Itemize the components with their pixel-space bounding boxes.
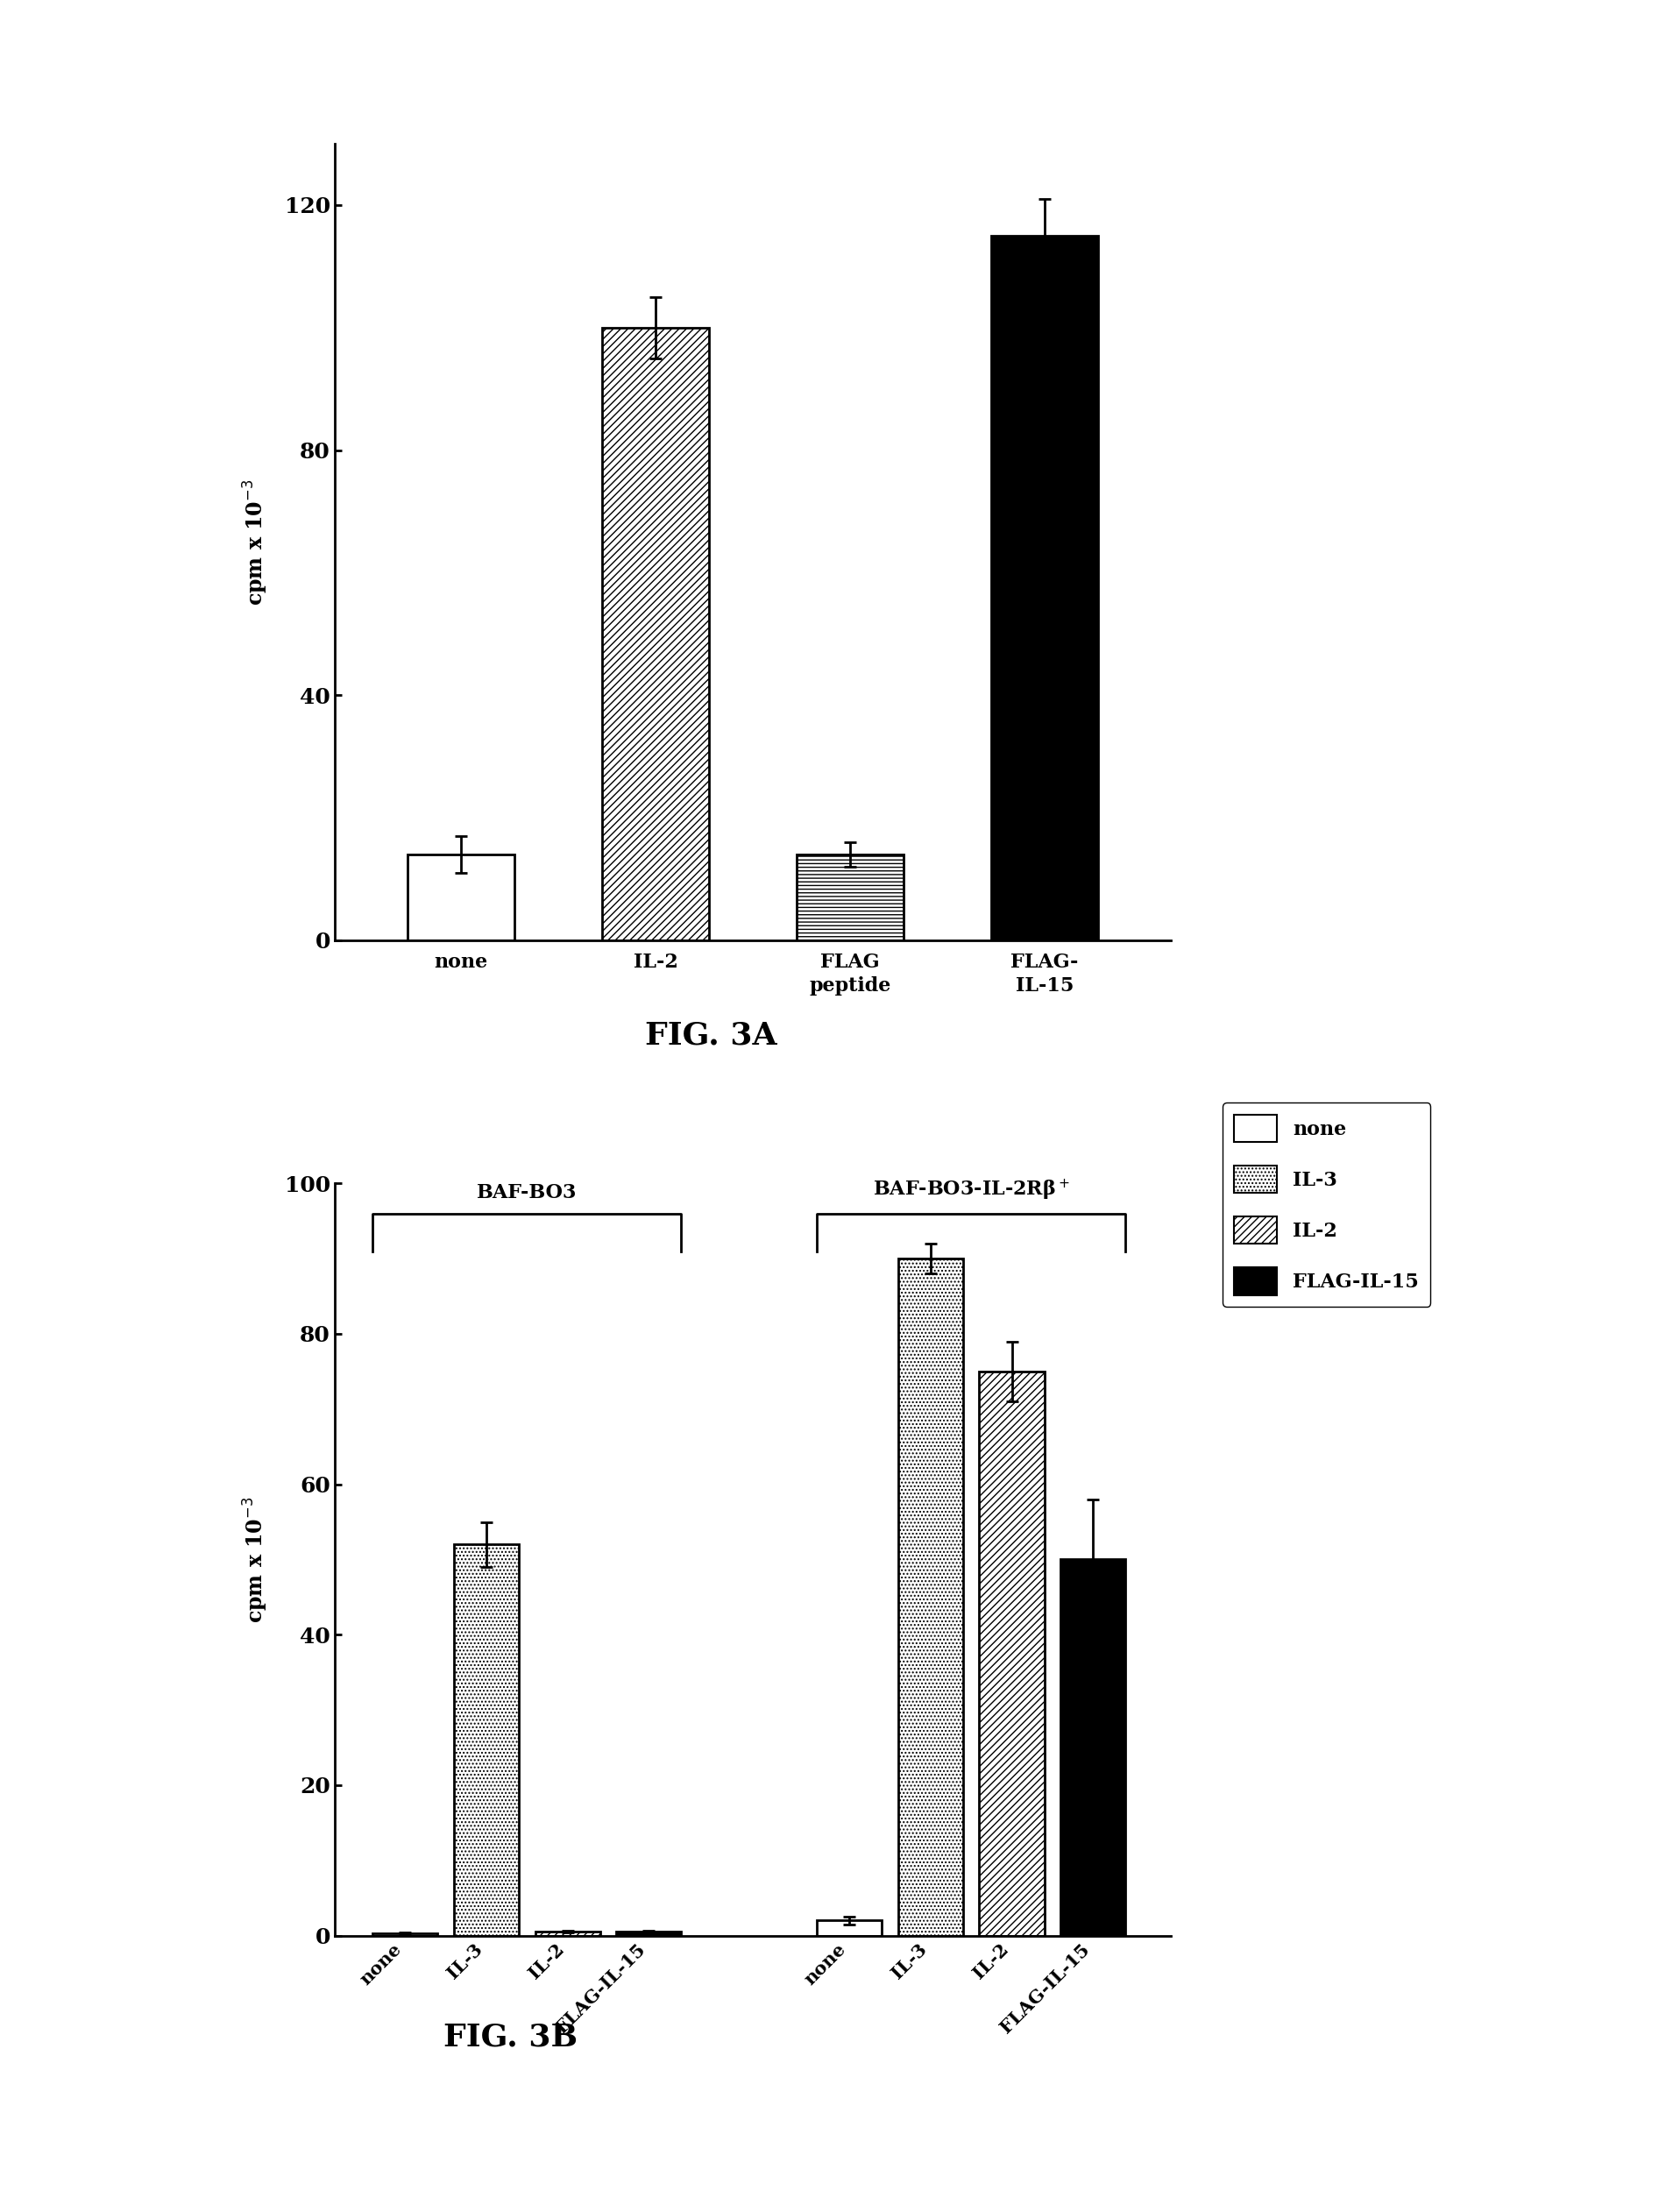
Bar [602, 327, 709, 940]
Bar [796, 854, 903, 940]
Bar [990, 237, 1097, 940]
Text: BAF-BO3-IL-2Rβ$^+$: BAF-BO3-IL-2Rβ$^+$ [873, 1177, 1069, 1201]
Y-axis label: cpm x 10$^{-3}$: cpm x 10$^{-3}$ [243, 478, 269, 606]
Bar [535, 1931, 601, 1936]
Legend: none, IL-3, IL-2, FLAG-IL-15: none, IL-3, IL-2, FLAG-IL-15 [1223, 1104, 1430, 1307]
Text: FIG. 3B: FIG. 3B [443, 2022, 577, 2053]
Bar [816, 1920, 882, 1936]
Bar [898, 1259, 964, 1936]
Bar [373, 1933, 438, 1936]
Bar [453, 1544, 519, 1936]
Bar [408, 854, 515, 940]
Bar [1061, 1559, 1126, 1936]
Bar [616, 1931, 681, 1936]
Bar [979, 1371, 1044, 1936]
Y-axis label: cpm x 10$^{-3}$: cpm x 10$^{-3}$ [243, 1495, 269, 1624]
Text: FIG. 3A: FIG. 3A [646, 1020, 776, 1051]
Text: BAF-BO3: BAF-BO3 [477, 1183, 577, 1201]
